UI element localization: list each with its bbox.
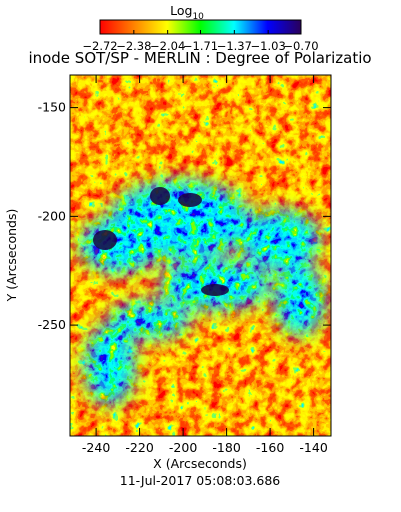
plot-frame	[69, 74, 332, 437]
colorbar-label-base: Log	[170, 3, 192, 18]
colorbar-tick-label: −2.72	[82, 39, 117, 53]
date-label: 11-Jul-2017 05:08:03.686	[120, 473, 281, 488]
colorbar-label-sub: 10	[192, 12, 204, 22]
x-tick-label: -220	[125, 440, 153, 455]
colorbar-tick-label: −2.04	[150, 39, 185, 53]
active-region	[70, 75, 331, 436]
x-tick-label: -180	[212, 440, 240, 455]
colorbar-tick-label: −1.03	[251, 39, 286, 53]
umbrae	[93, 187, 229, 296]
colorbar-label: Log10	[170, 3, 204, 22]
x-tick-label: -200	[169, 440, 197, 455]
chart-title: inode SOT/SP - MERLIN : Degree of Polari…	[28, 49, 371, 67]
x-tick-label: -240	[82, 440, 110, 455]
y-tick-label: -150	[38, 100, 66, 115]
y-tick-label: -250	[38, 317, 66, 332]
x-tick-label: -160	[256, 440, 284, 455]
y-axis-label: Y (Arcseconds)	[4, 209, 19, 303]
x-axis-label: X (Arcseconds)	[153, 456, 247, 471]
map-image	[70, 75, 331, 436]
colorbar-tick-label: −1.71	[183, 39, 218, 53]
y-tick-label: -200	[38, 208, 66, 223]
colorbar-tick-label: −0.70	[283, 39, 318, 53]
x-tick-label: -140	[299, 440, 327, 455]
colorbar-tick-label: −1.37	[217, 39, 252, 53]
colorbar-tick-label: −2.38	[116, 39, 151, 53]
